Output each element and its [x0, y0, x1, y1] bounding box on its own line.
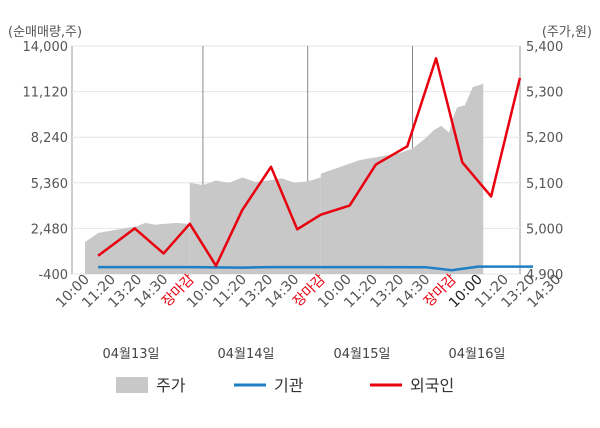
- left-tick-label: 14,000: [23, 40, 69, 55]
- left-tick-label: 5,360: [31, 177, 68, 192]
- left-axis-title: (순매매량,주): [8, 25, 82, 40]
- date-labels: 04월13일 04월14일 04월15일 04월16일: [102, 347, 505, 362]
- price-area-segment: [85, 222, 190, 274]
- date-label: 04월15일: [333, 347, 390, 362]
- left-tick-label: 2,480: [31, 222, 68, 237]
- right-axis-title: (주가,원): [542, 25, 592, 40]
- legend-label: 주가: [156, 376, 186, 395]
- left-tick-label: 8,240: [31, 131, 68, 146]
- left-tick-label: 11,120: [23, 86, 69, 101]
- right-tick-label: 5,000: [526, 222, 563, 237]
- right-tick-label: 5,200: [526, 131, 563, 146]
- left-tick-label: -400: [38, 268, 68, 283]
- institution-line: [98, 265, 534, 272]
- legend: 주가 기관 외국인: [116, 376, 454, 395]
- series-lines: [97, 57, 534, 272]
- price-area-segment: [320, 83, 484, 274]
- date-label: 04월13일: [102, 347, 159, 362]
- right-axis-ticks: 5,400 5,300 5,200 5,100 5,000 4,900: [526, 40, 563, 283]
- legend-swatch-price: [116, 377, 148, 393]
- x-axis-ticks: 10:0011:2013:2014:30장마감10:0011:2013:2014…: [53, 271, 564, 311]
- legend-label: 외국인: [410, 376, 454, 395]
- right-tick-label: 5,300: [526, 86, 563, 101]
- right-tick-label: 5,100: [526, 177, 563, 192]
- foreign-line: [97, 57, 522, 268]
- right-tick-label: 4,900: [526, 268, 563, 283]
- date-label: 04월16일: [448, 347, 505, 362]
- right-tick-label: 5,400: [526, 40, 563, 55]
- left-axis-ticks: 14,000 11,120 8,240 5,360 2,480 -400: [23, 40, 69, 283]
- date-label: 04월14일: [217, 347, 274, 362]
- legend-label: 기관: [274, 376, 304, 395]
